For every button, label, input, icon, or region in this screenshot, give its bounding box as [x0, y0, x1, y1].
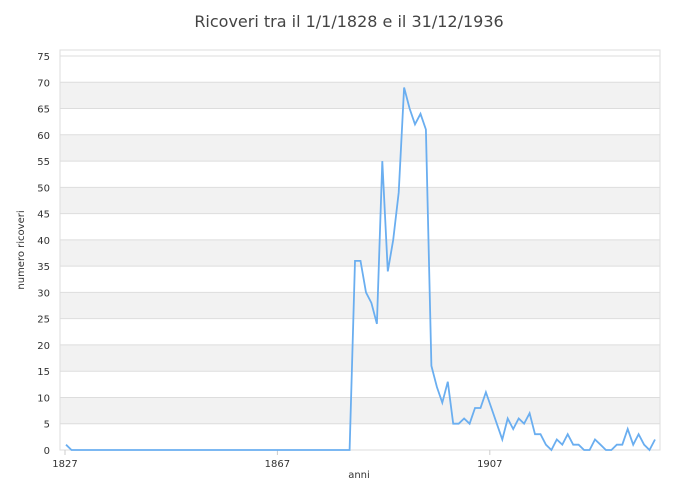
y-tick-label: 75 — [37, 52, 50, 63]
x-tick-label: 1907 — [477, 459, 502, 470]
y-tick-label: 35 — [37, 262, 50, 273]
grid-band — [60, 213, 660, 240]
y-tick-label: 55 — [37, 157, 50, 168]
x-tick-label: 1827 — [52, 459, 77, 470]
y-axis-label: numero ricoveri — [16, 210, 27, 289]
y-tick-label: 65 — [37, 105, 50, 116]
x-tick-label: 1867 — [265, 459, 290, 470]
y-tick-label: 50 — [37, 183, 50, 194]
grid-band — [60, 423, 660, 450]
y-tick-label: 5 — [44, 420, 50, 431]
grid-band — [60, 318, 660, 345]
y-tick-label: 40 — [37, 236, 50, 247]
grid-band — [60, 292, 660, 319]
y-tick-label: 60 — [37, 131, 50, 142]
grid-band — [60, 82, 660, 109]
grid-band — [60, 134, 660, 162]
y-tick-label: 15 — [37, 367, 50, 378]
series-line — [65, 87, 656, 452]
y-tick-label: 30 — [37, 288, 50, 299]
y-tick-label: 10 — [37, 393, 50, 404]
plot-area — [59, 49, 661, 451]
grid-band — [60, 371, 660, 398]
x-axis-label: anni — [348, 470, 370, 481]
y-tick-label: 25 — [37, 315, 50, 326]
y-tick-label: 45 — [37, 210, 50, 221]
chart-title: Ricoveri tra il 1/1/1828 e il 31/12/1936 — [194, 12, 503, 31]
grid-band — [60, 187, 660, 214]
grid-band — [60, 397, 660, 424]
grid-band — [60, 344, 660, 372]
y-tick-label: 0 — [44, 446, 50, 457]
y-tick-label: 70 — [37, 78, 50, 89]
grid-band — [60, 266, 660, 293]
grid-band — [60, 161, 660, 188]
grid-band — [60, 108, 660, 135]
y-tick-label: 20 — [37, 341, 50, 352]
grid-band — [60, 56, 660, 83]
